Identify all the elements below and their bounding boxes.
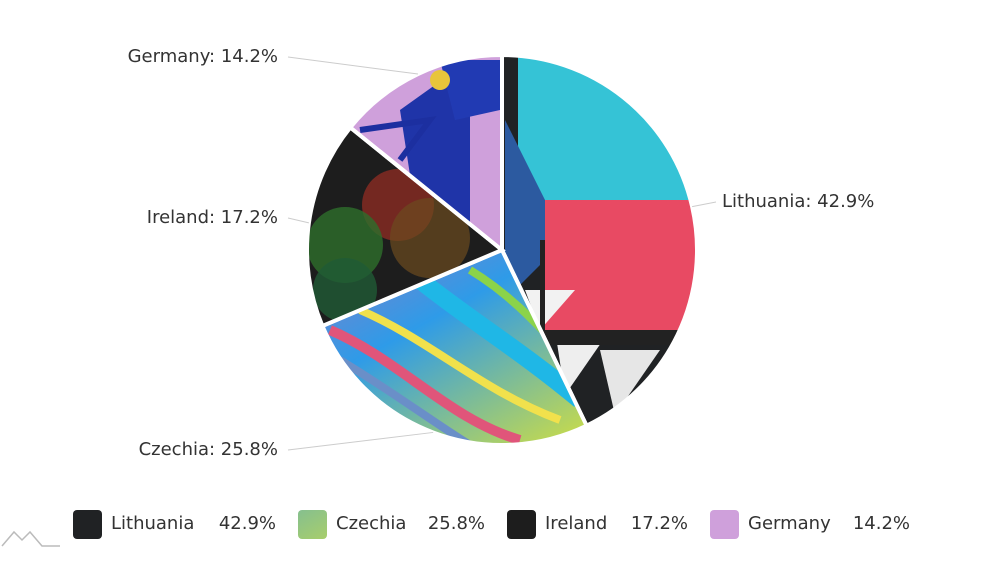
pie-slice: [305, 124, 506, 329]
leader-line: [287, 431, 434, 451]
leader-line: [692, 201, 717, 208]
leader-line: [287, 56, 419, 75]
legend-value: 14.2%: [853, 513, 910, 534]
legend-value: 42.9%: [219, 513, 276, 534]
legend-label: Czechia: [336, 513, 406, 534]
slice-label: Czechia: 25.8%: [139, 439, 278, 460]
legend-swatch: [507, 510, 536, 539]
slice-label: Lithuania: 42.9%: [722, 191, 874, 212]
legend-swatch: [298, 510, 327, 539]
legend-value: 25.8%: [428, 513, 485, 534]
legend-label: Lithuania: [111, 513, 194, 534]
pie-slice: [347, 52, 504, 255]
legend-label: Ireland: [545, 513, 607, 534]
legend-swatch: [710, 510, 739, 539]
slice-label: Germany: 14.2%: [128, 46, 278, 67]
legend: Lithuania 42.9% Czechia 25.8% Ireland 17.2% Ge…: [73, 510, 910, 539]
slice-labels: Lithuania: 42.9% Czechia: 25.8% Ireland: 1…: [128, 46, 875, 460]
slice-label: Ireland: 17.2%: [147, 207, 278, 228]
leader-line: [287, 217, 310, 224]
pie: [305, 52, 699, 447]
legend-label: Germany: [748, 513, 831, 534]
pie-slice: [500, 52, 699, 429]
legend-swatch: [73, 510, 102, 539]
logo: [1, 530, 60, 547]
legend-value: 17.2%: [631, 513, 688, 534]
